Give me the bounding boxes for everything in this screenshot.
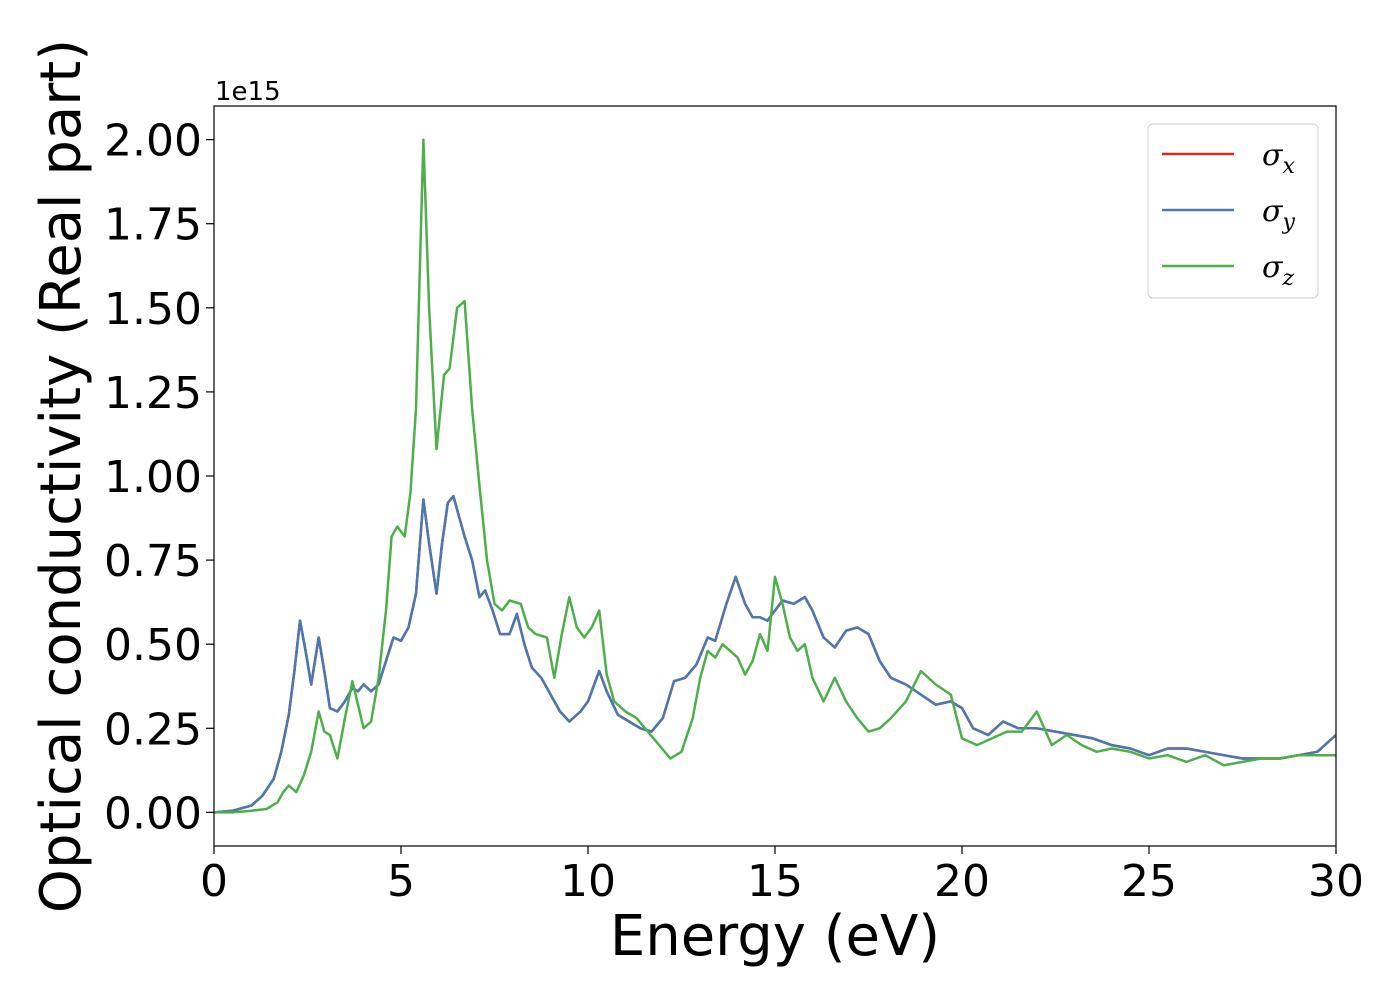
series-line-z — [214, 138, 1336, 814]
x-tick-label: 0 — [200, 856, 228, 907]
axis-ticks: 0 5 10 15 20 25 30 0.00 0.25 0.50 0.75 1.00 1.25 1.50… — [104, 116, 1364, 907]
plot-area — [214, 138, 1336, 814]
legend-symbol: σ — [1262, 194, 1284, 229]
y-tick-label: 0.50 — [104, 620, 202, 671]
y-tick-label: 1.25 — [104, 368, 202, 419]
x-tick-label: 15 — [747, 856, 803, 907]
x-tick-label: 20 — [934, 856, 990, 907]
legend-subscript: y — [1281, 210, 1295, 235]
legend-subscript: x — [1282, 154, 1295, 179]
x-tick-label: 30 — [1308, 856, 1364, 907]
x-tick-label: 5 — [387, 856, 415, 907]
y-tick-label: 2.00 — [104, 116, 202, 167]
y-tick-label: 1.00 — [104, 452, 202, 503]
series-line-y — [214, 494, 1336, 814]
y-tick-label: 1.50 — [104, 284, 202, 335]
legend-label-z: σz — [1262, 250, 1294, 291]
y-axis-label: Optical conductivity (Real part) — [29, 39, 94, 913]
x-tick-label: 25 — [1121, 856, 1177, 907]
y-tick-label: 0.75 — [104, 536, 202, 587]
x-tick-label: 10 — [560, 856, 616, 907]
y-offset-label: 1e15 — [215, 77, 281, 107]
y-tick-label: 0.25 — [104, 704, 202, 755]
legend-label-x: σx — [1262, 138, 1295, 179]
legend-symbol: σ — [1262, 250, 1284, 285]
x-axis-label: Energy (eV) — [610, 904, 940, 969]
legend-label-y: σy — [1262, 194, 1295, 235]
plot-frame — [213, 105, 1337, 847]
legend-symbol: σ — [1262, 138, 1284, 173]
y-tick-label: 0.00 — [104, 788, 202, 839]
legend-subscript: z — [1281, 266, 1294, 291]
y-tick-label: 1.75 — [104, 200, 202, 251]
